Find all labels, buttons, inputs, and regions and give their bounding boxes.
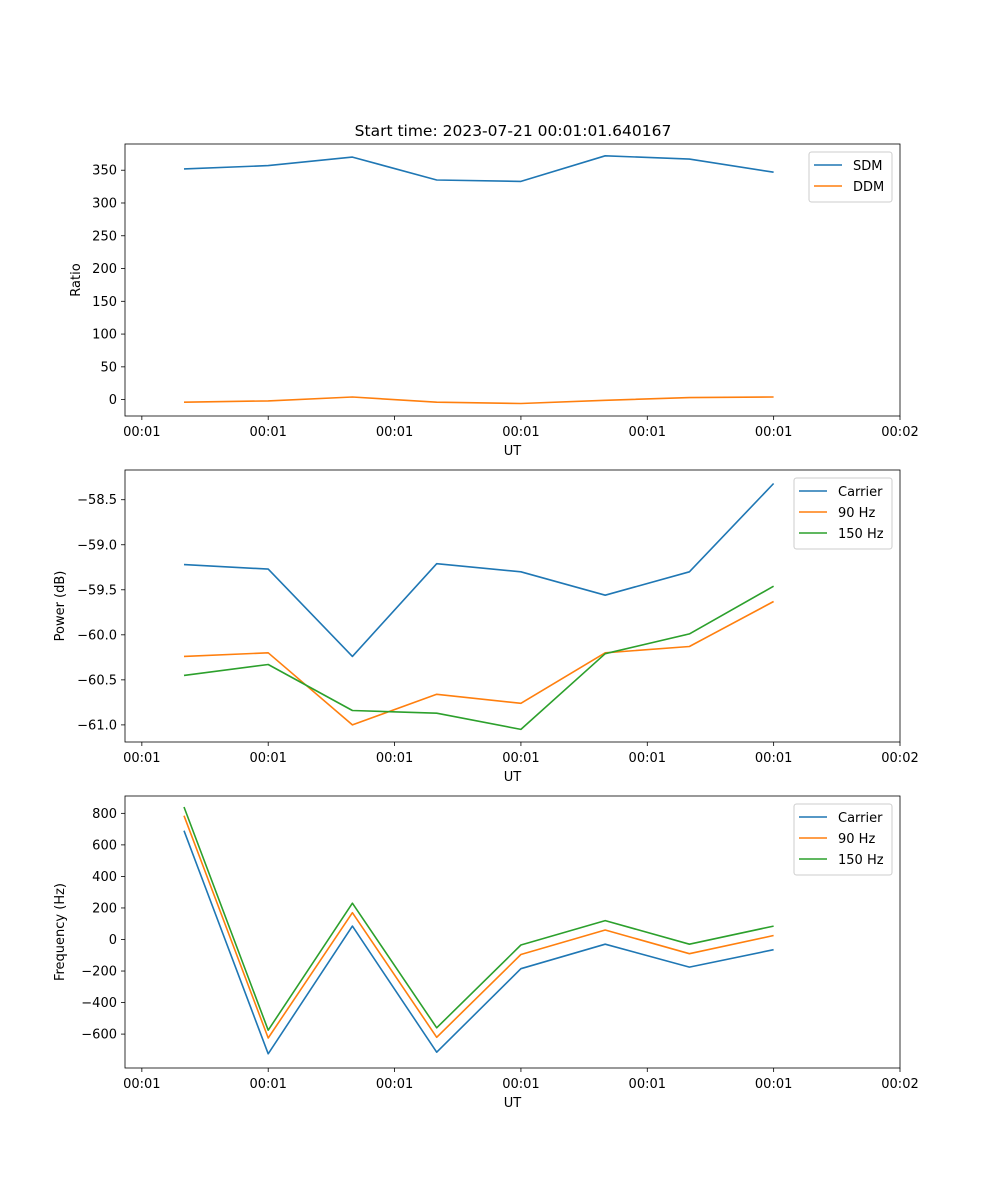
chart-panel-3: −600 −400 −200 0 200 400 600 800 00:01 00:01 00:01… bbox=[53, 795, 919, 1111]
y-tick-label: −400 bbox=[81, 996, 117, 1011]
chart-panel-1: 0 50 100 150 200 250 300 350 00:01 00:01 00:01 00:0… bbox=[69, 143, 919, 459]
legend-label: 90 Hz bbox=[838, 506, 875, 521]
x-tick-label: 00:01 bbox=[376, 425, 413, 440]
legend-label: Carrier bbox=[838, 485, 883, 500]
y-tick-label: −60.5 bbox=[77, 673, 117, 688]
axes-frame bbox=[124, 469, 901, 743]
x-tick-label: 00:01 bbox=[376, 751, 413, 766]
x-tick-label: 00:02 bbox=[881, 1077, 918, 1092]
x-tick-label: 00:01 bbox=[249, 751, 286, 766]
series-line-90-hz bbox=[183, 815, 774, 1039]
x-tick-label: 00:01 bbox=[502, 751, 539, 766]
y-tick-label: 150 bbox=[92, 295, 117, 310]
y-tick-label: 200 bbox=[92, 901, 117, 916]
x-tick-label: 00:01 bbox=[629, 425, 666, 440]
axes-frame bbox=[124, 795, 901, 1069]
x-tick-label: 00:01 bbox=[502, 1077, 539, 1092]
legend: SDM DDM bbox=[808, 151, 893, 203]
panels: 0 50 100 150 200 250 300 350 00:01 00:01 00:01 00:0… bbox=[53, 143, 919, 1111]
x-tick-label: 00:01 bbox=[249, 1077, 286, 1092]
y-tick-label: 800 bbox=[92, 807, 117, 822]
x-tick-label: 00:01 bbox=[629, 751, 666, 766]
series-line-carrier bbox=[183, 482, 775, 658]
x-tick-label: 00:01 bbox=[629, 1077, 666, 1092]
x-tick-label: 00:01 bbox=[755, 425, 792, 440]
series-line-ddm bbox=[183, 396, 774, 405]
y-tick-label: 50 bbox=[100, 360, 117, 375]
y-tick-label: −200 bbox=[81, 965, 117, 980]
y-tick-label: 600 bbox=[92, 838, 117, 853]
figure-title: Start time: 2023-07-21 00:01:01.640167 bbox=[355, 122, 672, 140]
series-line-sdm bbox=[183, 155, 774, 183]
x-tick-label: 00:02 bbox=[881, 751, 918, 766]
x-tick-label: 00:01 bbox=[123, 751, 160, 766]
legend-label: 150 Hz bbox=[838, 527, 884, 542]
x-tick-label: 00:01 bbox=[755, 751, 792, 766]
series-line-150-hz bbox=[183, 806, 774, 1031]
legend-label: SDM bbox=[853, 159, 882, 174]
y-tick-label: 200 bbox=[92, 262, 117, 277]
y-tick-label: −61.0 bbox=[77, 718, 117, 733]
legend: Carrier 90 Hz 150 Hz bbox=[793, 803, 893, 876]
y-axis-label: Frequency (Hz) bbox=[53, 883, 68, 981]
series-line-carrier bbox=[183, 830, 774, 1055]
x-tick-label: 00:01 bbox=[123, 425, 160, 440]
x-axis-label: UT bbox=[504, 444, 522, 459]
legend-box bbox=[793, 803, 893, 876]
x-tick-label: 00:02 bbox=[881, 425, 918, 440]
series-line-150-hz bbox=[183, 585, 774, 731]
legend: Carrier 90 Hz 150 Hz bbox=[793, 477, 893, 550]
y-tick-label: −58.5 bbox=[77, 493, 117, 508]
y-tick-label: 0 bbox=[109, 933, 117, 948]
y-tick-label: 100 bbox=[92, 328, 117, 343]
y-tick-label: −60.0 bbox=[77, 628, 117, 643]
x-tick-label: 00:01 bbox=[123, 1077, 160, 1092]
legend-box bbox=[793, 477, 893, 550]
x-axis-label: UT bbox=[504, 1096, 522, 1111]
y-axis-label: Ratio bbox=[69, 263, 84, 296]
chart-panel-2: −61.0 −60.5 −60.0 −59.5 −59.0 −58.5 00:01 00:01… bbox=[53, 469, 919, 785]
y-tick-label: 0 bbox=[109, 393, 117, 408]
series-line-90-hz bbox=[183, 600, 774, 726]
y-tick-label: 300 bbox=[92, 196, 117, 211]
y-axis-label: Power (dB) bbox=[53, 571, 68, 642]
x-tick-label: 00:01 bbox=[755, 1077, 792, 1092]
y-tick-label: −600 bbox=[81, 1028, 117, 1043]
y-tick-label: 350 bbox=[92, 164, 117, 179]
y-tick-label: −59.0 bbox=[77, 538, 117, 553]
legend-label: DDM bbox=[853, 180, 884, 195]
y-tick-label: 250 bbox=[92, 229, 117, 244]
x-axis-label: UT bbox=[504, 770, 522, 785]
legend-label: 90 Hz bbox=[838, 832, 875, 847]
y-tick-label: 400 bbox=[92, 870, 117, 885]
legend-label: Carrier bbox=[838, 811, 883, 826]
x-tick-label: 00:01 bbox=[376, 1077, 413, 1092]
x-tick-label: 00:01 bbox=[502, 425, 539, 440]
axes-frame bbox=[124, 143, 901, 417]
y-tick-label: −59.5 bbox=[77, 583, 117, 598]
x-tick-label: 00:01 bbox=[249, 425, 286, 440]
legend-label: 150 Hz bbox=[838, 853, 884, 868]
